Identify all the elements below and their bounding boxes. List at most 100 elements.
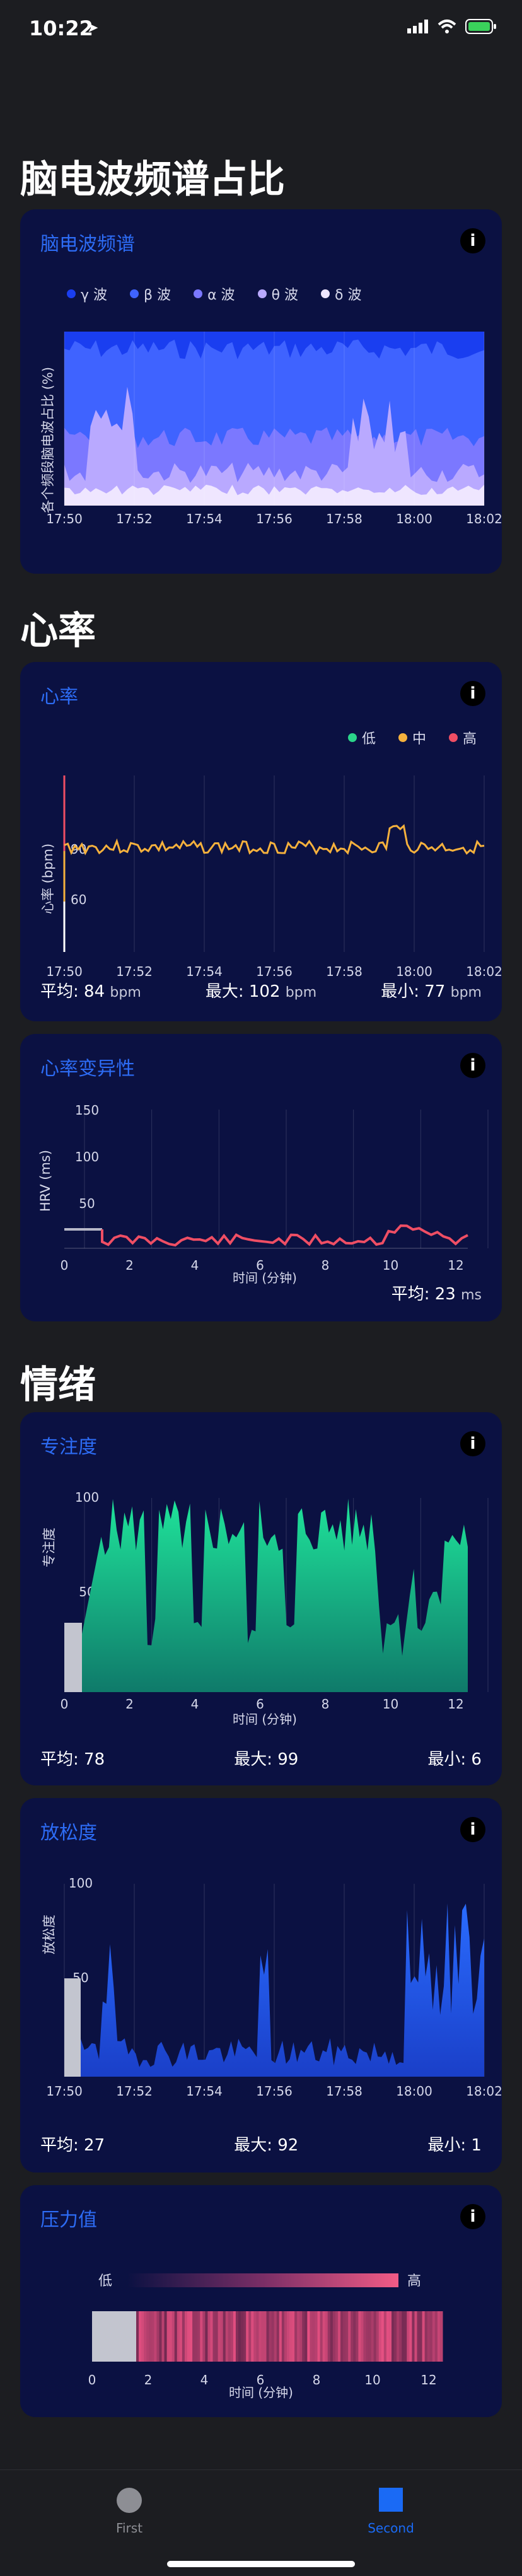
heatmap-cell [363,2311,366,2362]
legend-label: α 波 [207,287,235,303]
info-button[interactable]: i [460,1053,485,1078]
info-button[interactable]: i [460,2204,485,2229]
heatmap-cell [141,2311,144,2362]
x-tick: 17:56 [256,964,293,979]
heatmap-cell [412,2311,415,2362]
x-tick: 17:54 [186,511,223,526]
legend-label: γ 波 [81,287,108,303]
band-3 [64,386,484,506]
stat-min: 最小: 1 [427,2136,482,2155]
x-tick: 12 [420,2372,436,2387]
tab-first[interactable]: First [66,2488,192,2536]
status-icons [407,19,497,34]
x-tick: 0 [61,1258,69,1273]
x-tick: 17:50 [46,964,83,979]
info-button[interactable]: i [460,1431,485,1456]
heatmap-cell [310,2311,313,2362]
focus-stats: 平均: 78 最大: 99 最小: 6 [40,1746,482,1770]
legend-item: β 波 [130,284,171,304]
heatmap-cell [414,2311,417,2362]
relax-stats: 平均: 27 最大: 92 最小: 1 [40,2132,482,2155]
focus-area [82,1499,468,1692]
heatmap-cell [235,2311,239,2362]
y-axis-label: 专注度 [42,1528,57,1567]
heatmap-cell [164,2311,168,2362]
y-tick: 100 [69,1876,93,1891]
heatmap-cell [149,2311,152,2362]
info-button[interactable]: i [460,228,485,253]
heatmap-cell [378,2311,382,2362]
heatmap-cell [299,2311,303,2362]
relax-area [81,1903,484,2077]
legend-item: 低 [347,728,376,748]
x-tick: 17:52 [116,511,153,526]
y-tick: 60 [71,892,86,907]
heatmap-cell [286,2311,290,2362]
x-tick: 18:00 [396,2084,432,2099]
stress-high-label: 高 [407,2273,422,2289]
heatmap-cell [144,2311,147,2362]
info-button[interactable]: i [460,681,485,706]
focus-card: 专注度 i 专注度 100 50 0 2 4 6 8 10 12 时间 (分钟) 平均: 78 最… [20,1412,502,1785]
stat-avg: 平均: 23 ms [391,1285,482,1304]
legend-item: 中 [398,728,426,748]
x-tick: 17:56 [256,2084,293,2099]
x-tick: 17:58 [326,2084,362,2099]
x-tick: 10 [383,1258,398,1273]
spectrum-chart: 17:50 17:52 17:54 17:56 17:58 18:00 18:02 [46,332,502,526]
heatmap-cell [358,2311,361,2362]
heatmap-cell [337,2311,341,2362]
card-title: 专注度 [40,1436,97,1458]
heatmap-cell [407,2311,410,2362]
card-title: 压力值 [40,2209,97,2231]
heatmap-cell [292,2311,295,2362]
heatmap-cell [312,2311,315,2362]
heatmap-cell [136,2311,139,2362]
x-tick: 8 [313,2372,321,2387]
tab-label: Second [368,2521,414,2536]
stat-avg: 平均: 84 bpm [40,982,141,1001]
stat-min: 最小: 77 bpm [381,982,482,1001]
band-4 [64,484,484,506]
legend-dot [321,289,330,298]
heatmap-cell [432,2311,436,2362]
legend-item: γ 波 [67,284,107,304]
heatmap-cell [332,2311,336,2362]
heatmap-cell [215,2311,219,2362]
x-axis-label: 时间 (分钟) [229,2385,293,2400]
card-title: 心率变异性 [40,1058,135,1080]
heartrate-card: 心率 i 低中高 心率 (bpm) 90 60 17:50 17:52 17:54 17:… [20,662,502,1021]
y-axis-label: 放松度 [42,1915,57,1954]
x-tick: 8 [322,1697,330,1712]
heatmap-cell [419,2311,423,2362]
heatmap-cell [439,2311,443,2362]
stress-heatmap: 0 2 4 6 8 10 12 时间 (分钟) [88,2311,443,2400]
x-axis-label: 时间 (分钟) [233,1270,297,1285]
x-tick: 18:02 [466,964,502,979]
focus-baseline [64,1623,82,1692]
heatmap-cell [383,2311,387,2362]
heatmap-cell [192,2311,195,2362]
heatmap-cell [171,2311,175,2362]
info-button[interactable]: i [460,1817,485,1842]
heatmap-cell [169,2311,173,2362]
heatmap-cell [230,2311,234,2362]
heatmap-cell [348,2311,351,2362]
card-title: 放松度 [40,1822,97,1844]
x-tick: 17:54 [186,2084,223,2099]
heatmap-cell [248,2311,252,2362]
heatmap-cell [187,2311,190,2362]
hrv-card: 心率变异性 i HRV (ms) 150 100 50 0 2 4 6 8 10 12 时间 (分钟… [20,1034,502,1321]
x-tick: 4 [200,2372,209,2387]
heatmap-cell [304,2311,308,2362]
heatmap-cell [368,2311,372,2362]
tab-label: First [115,2521,143,2536]
stress-low-label: 低 [98,2273,113,2289]
x-tick: 12 [448,1697,463,1712]
legend-dot [448,733,458,742]
stat-max: 最大: 92 [234,2136,299,2155]
heatmap-cell [353,2311,356,2362]
tab-second[interactable]: Second [328,2488,454,2536]
x-tick: 17:50 [46,2084,83,2099]
